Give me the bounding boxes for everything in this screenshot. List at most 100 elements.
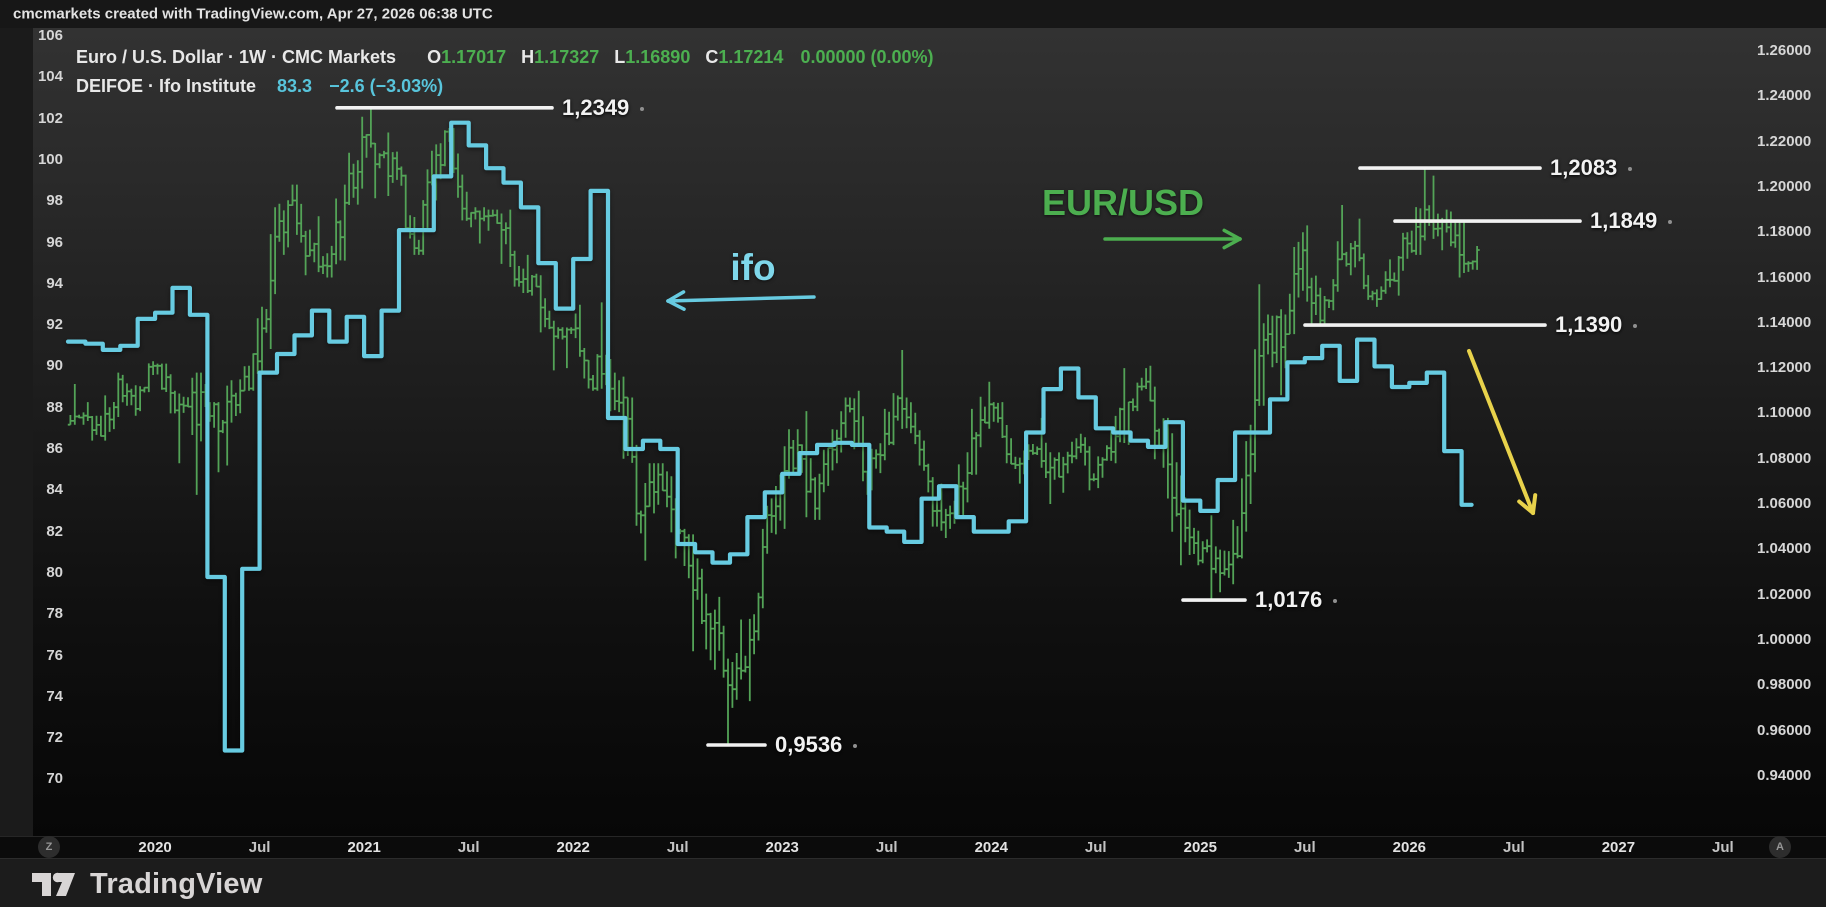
level-label-dot: [640, 107, 645, 112]
right-axis-tick: 0.98000: [1757, 676, 1812, 694]
tradingview-wordmark: TradingView: [90, 867, 263, 900]
price-level-label: 1,1390: [1555, 312, 1638, 338]
time-axis-label: Jul: [666, 839, 689, 856]
attribution-bar: cmcmarkets created with TradingView.com,…: [0, 0, 1826, 28]
price-level-label: 1,0176: [1255, 587, 1338, 613]
right-axis-tick: 1.14000: [1757, 313, 1812, 331]
low-value: 1.16890: [625, 47, 691, 67]
left-axis-tick: 72: [46, 729, 63, 747]
level-label-dot: [1628, 167, 1633, 172]
level-label-dot: [1333, 599, 1338, 604]
price-level-label: 1,1849: [1590, 208, 1673, 234]
left-axis-tick: 94: [46, 274, 63, 292]
close-value: 1.17214: [718, 47, 784, 67]
change-value: 0.00000 (0.00%): [800, 47, 934, 67]
ifo-step-line: [65, 120, 1474, 753]
left-axis-tick: 100: [37, 150, 63, 168]
left-axis-tick: 106: [37, 27, 63, 44]
time-axis-label: 2021: [347, 839, 381, 856]
ifo-value: 83.3: [277, 76, 313, 96]
left-axis-tick: 82: [46, 522, 63, 540]
time-axis-label: 2022: [556, 839, 590, 856]
eurusd-annotation-text: EUR/USD: [1041, 182, 1205, 223]
left-axis-tick: 86: [46, 440, 63, 457]
level-label-dot: [1668, 220, 1673, 225]
left-axis-tick: 74: [46, 687, 63, 705]
timezone-button[interactable]: Z: [38, 836, 60, 858]
left-axis-tick: 96: [46, 233, 63, 251]
time-axis-label: Jul: [248, 839, 271, 856]
right-axis-tick: 1.00000: [1757, 630, 1812, 648]
left-scale-strip[interactable]: [0, 28, 33, 836]
right-axis-tick: 1.16000: [1757, 268, 1812, 286]
ifo-series-title: DEIFOE · Ifo Institute: [76, 76, 256, 96]
chart-pane-background[interactable]: [0, 28, 1826, 836]
time-axis-label: 2023: [765, 839, 799, 856]
right-axis-tick: 1.10000: [1757, 404, 1812, 422]
ifo-annotation-text: ifo: [730, 247, 776, 288]
close-label: C: [705, 47, 719, 67]
breakdown-arrow: [1467, 349, 1538, 515]
right-axis-tick: 0.94000: [1757, 766, 1812, 784]
right-axis-tick: 1.12000: [1757, 359, 1812, 377]
left-axis-tick: 78: [46, 605, 63, 623]
right-axis-tick: 1.26000: [1757, 42, 1812, 59]
right-axis-tick: 0.96000: [1757, 721, 1812, 739]
ifo-change: −2.6 (−3.03%): [329, 76, 444, 96]
left-axis-tick: 84: [46, 481, 63, 499]
right-axis-tick: 1.06000: [1757, 495, 1812, 512]
right-axis-tick: 1.04000: [1757, 540, 1812, 558]
level-label-dot: [1633, 324, 1638, 329]
right-axis-tick: 1.18000: [1757, 223, 1812, 241]
price-level-label: 0,9536: [775, 732, 858, 758]
time-axis-label: Jul: [457, 839, 480, 856]
time-axis[interactable]: [0, 836, 1826, 859]
time-axis-label: Jul: [1503, 839, 1525, 856]
right-axis-tick: 1.24000: [1757, 87, 1812, 105]
level-label-dot: [853, 744, 858, 749]
time-axis-label: 2025: [1183, 839, 1217, 856]
left-axis-tick: 92: [46, 316, 63, 334]
symbol-title: Euro / U.S. Dollar · 1W · CMC Markets: [76, 47, 397, 67]
tradingview-logo[interactable]: TradingView: [30, 866, 263, 902]
auto-scale-button[interactable]: A: [1769, 836, 1791, 858]
high-value: 1.17327: [534, 47, 600, 67]
time-axis-label: Jul: [1084, 839, 1107, 856]
time-axis-label: 2027: [1601, 839, 1636, 856]
right-axis-tick: 1.20000: [1757, 177, 1812, 195]
right-axis-tick: 1.02000: [1757, 585, 1812, 603]
left-axis-tick: 80: [46, 563, 63, 581]
eurusd-right-arrow: [1103, 228, 1242, 250]
ifo-left-arrow: [666, 290, 816, 311]
open-value: 1.17017: [441, 47, 507, 67]
legend-row-eurusd[interactable]: Euro / U.S. Dollar · 1W · CMC Markets O1…: [76, 43, 934, 72]
left-axis-tick: 98: [46, 192, 63, 210]
left-axis-tick: 70: [46, 770, 63, 788]
left-axis-tick: 104: [37, 68, 63, 86]
price-level-label: 1,2349: [562, 95, 645, 121]
right-axis-tick: 1.08000: [1757, 449, 1812, 467]
low-label: L: [614, 47, 626, 67]
high-label: H: [521, 47, 535, 67]
chart-legend: Euro / U.S. Dollar · 1W · CMC Markets O1…: [76, 43, 934, 101]
left-axis-tick: 102: [37, 109, 63, 127]
legend-row-ifo[interactable]: DEIFOE · Ifo Institute 83.3 −2.6 (−3.03%…: [76, 72, 934, 101]
time-axis-label: Jul: [1293, 839, 1316, 856]
left-axis-tick: 76: [46, 646, 63, 664]
time-axis-label: Jul: [875, 839, 898, 856]
time-axis-label: Jul: [1712, 839, 1734, 856]
tradingview-logo-icon: [32, 872, 75, 896]
left-axis-tick: 90: [46, 357, 63, 375]
left-axis-tick: 88: [46, 398, 63, 416]
eurusd-weekly-bars: [67, 107, 1480, 745]
footer-bar: TradingView: [0, 858, 1826, 907]
time-axis-label: 2026: [1392, 839, 1427, 856]
time-axis-label: 2024: [974, 839, 1008, 856]
price-level-label: 1,2083: [1550, 155, 1633, 181]
right-axis-tick: 1.22000: [1757, 132, 1812, 150]
open-label: O: [427, 47, 442, 67]
attribution-text: cmcmarkets created with TradingView.com,…: [13, 5, 493, 23]
time-axis-label: 2020: [138, 839, 172, 856]
